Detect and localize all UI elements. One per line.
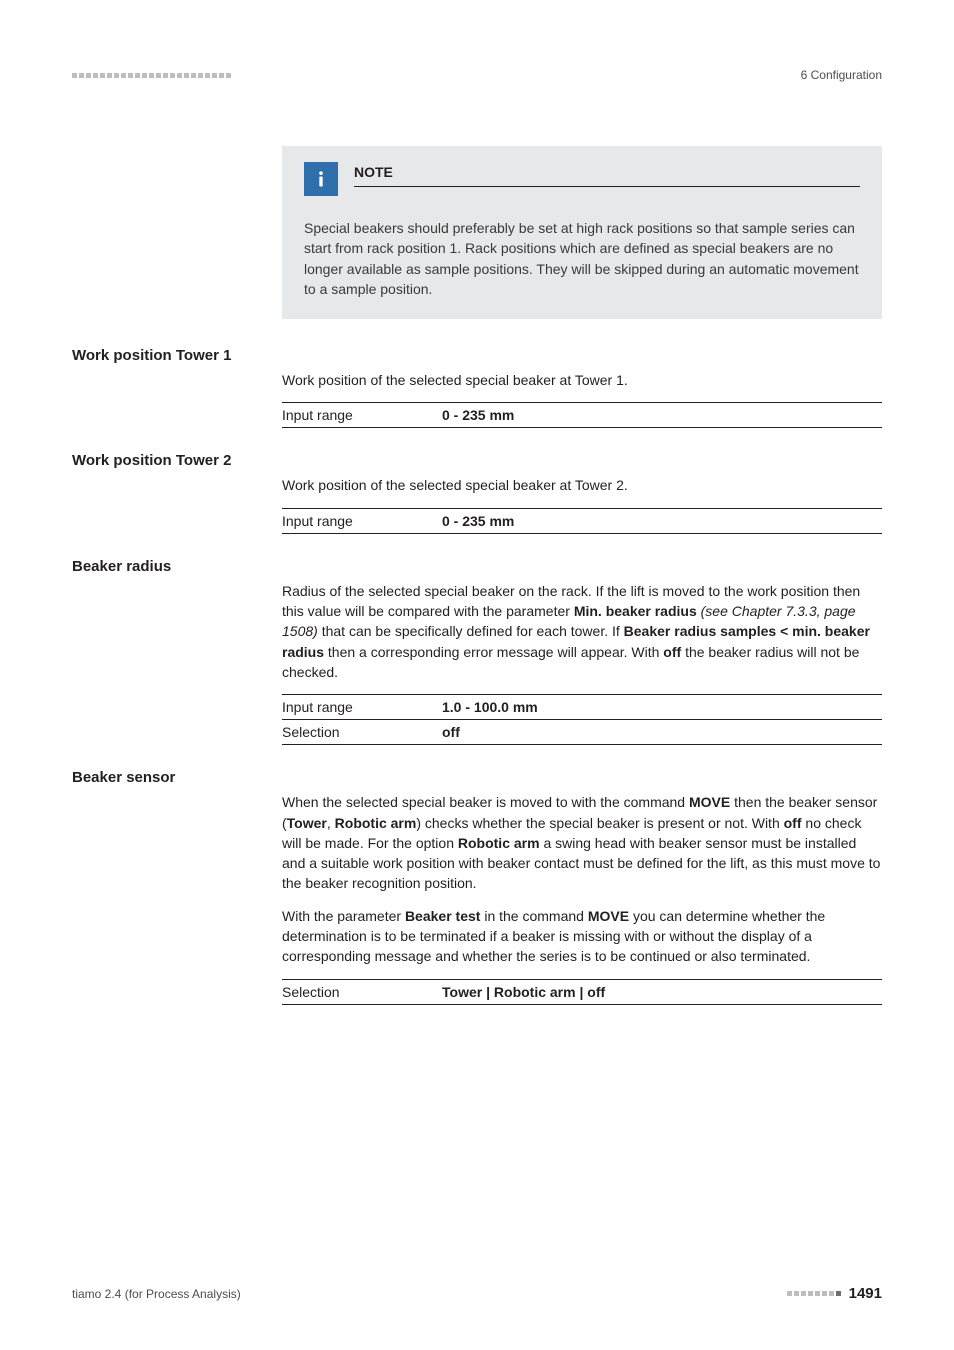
header-bar: 6 Configuration bbox=[72, 68, 882, 82]
page-number: 1491 bbox=[849, 1285, 882, 1302]
page-footer: tiamo 2.4 (for Process Analysis) 1491 bbox=[72, 1285, 882, 1302]
field-label: Work position Tower 2 bbox=[72, 452, 882, 469]
range-value: 1.0 - 100.0 mm bbox=[442, 695, 538, 719]
range-row: Selection Tower | Robotic arm | off bbox=[282, 979, 882, 1005]
range-row: Selection off bbox=[282, 720, 882, 745]
header-dots bbox=[72, 73, 231, 78]
range-row: Input range 0 - 235 mm bbox=[282, 508, 882, 534]
range-key: Selection bbox=[282, 720, 442, 744]
field-label: Beaker radius bbox=[72, 558, 882, 575]
page: 6 Configuration NOTE Special beakers sho… bbox=[0, 0, 954, 1350]
footer-right: 1491 bbox=[787, 1285, 882, 1302]
field-description: With the parameter Beaker test in the co… bbox=[282, 906, 882, 967]
field-description: Work position of the selected special be… bbox=[282, 370, 882, 390]
range-value: off bbox=[442, 720, 460, 744]
field-work-position-tower-1: Work position Tower 1 Work position of t… bbox=[72, 347, 882, 428]
field-beaker-radius: Beaker radius Radius of the selected spe… bbox=[72, 558, 882, 745]
field-description: Radius of the selected special beaker on… bbox=[282, 581, 882, 682]
range-value: 0 - 235 mm bbox=[442, 403, 514, 427]
range-key: Input range bbox=[282, 509, 442, 533]
info-icon bbox=[304, 162, 338, 196]
range-value: 0 - 235 mm bbox=[442, 509, 514, 533]
range-key: Input range bbox=[282, 403, 442, 427]
chapter-reference: 6 Configuration bbox=[801, 68, 882, 82]
range-value: Tower | Robotic arm | off bbox=[442, 980, 605, 1004]
field-label: Work position Tower 1 bbox=[72, 347, 882, 364]
footer-dots bbox=[787, 1291, 841, 1296]
field-description: Work position of the selected special be… bbox=[282, 475, 882, 495]
range-key: Selection bbox=[282, 980, 442, 1004]
note-body: Special beakers should preferably be set… bbox=[304, 218, 860, 299]
range-key: Input range bbox=[282, 695, 442, 719]
note-header: NOTE bbox=[304, 162, 860, 196]
field-label: Beaker sensor bbox=[72, 769, 882, 786]
footer-left: tiamo 2.4 (for Process Analysis) bbox=[72, 1287, 241, 1301]
field-description: When the selected special beaker is move… bbox=[282, 792, 882, 893]
field-work-position-tower-2: Work position Tower 2 Work position of t… bbox=[72, 452, 882, 533]
note-title: NOTE bbox=[354, 164, 860, 187]
range-row: Input range 0 - 235 mm bbox=[282, 402, 882, 428]
field-beaker-sensor: Beaker sensor When the selected special … bbox=[72, 769, 882, 1004]
range-row: Input range 1.0 - 100.0 mm bbox=[282, 694, 882, 720]
note-box: NOTE Special beakers should preferably b… bbox=[282, 146, 882, 319]
